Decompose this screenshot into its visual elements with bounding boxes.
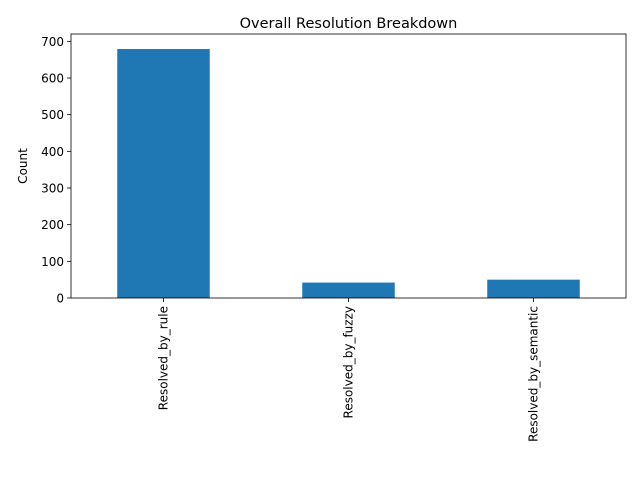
y-tick-label: 300 [41,182,64,196]
axes-frame [70,33,627,299]
y-tick-label: 400 [41,145,64,159]
chart-title: Overall Resolution Breakdown [240,16,458,32]
y-axis-label: Count [16,148,30,184]
bars-group [117,49,580,299]
y-tick-label: 100 [41,255,64,269]
x-tick-label: Resolved_by_rule [157,306,171,410]
bar-resolved-by-rule [117,49,210,299]
x-tick-label: Resolved_by_semantic [527,306,541,442]
bar-resolved-by-semantic [487,279,580,298]
y-tick-label: 500 [41,108,64,122]
y-tick-label: 600 [41,72,64,86]
y-axis: 0 100 200 300 400 500 600 700 [41,35,71,306]
x-axis: Resolved_by_rule Resolved_by_fuzzy Resolve… [157,298,541,442]
y-tick-label: 700 [41,35,64,49]
y-tick-label: 200 [41,218,64,232]
y-tick-label: 0 [56,292,64,306]
x-tick-label: Resolved_by_fuzzy [342,306,356,418]
bar-resolved-by-fuzzy [302,282,395,298]
